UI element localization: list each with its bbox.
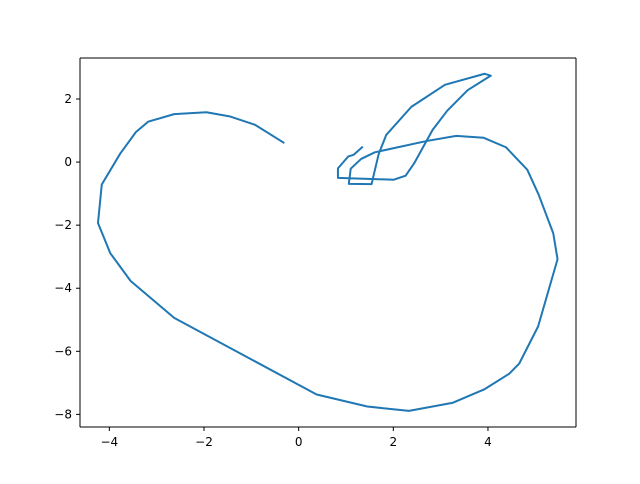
axes-layer: −4 −2 0 2 4 −8 −6 −4 −2 0 2 bbox=[54, 57, 577, 449]
y-tick-label: −4 bbox=[54, 281, 72, 295]
x-tick-label: −4 bbox=[100, 435, 118, 449]
y-tick-label: −2 bbox=[54, 218, 72, 232]
series-line-0 bbox=[96, 72, 559, 412]
y-tick-label: 0 bbox=[64, 155, 72, 169]
plot-area bbox=[80, 58, 576, 427]
x-tick-label: 0 bbox=[295, 435, 303, 449]
plot-background bbox=[80, 58, 576, 427]
series-layer bbox=[96, 72, 559, 412]
y-tick-label: 2 bbox=[64, 92, 72, 106]
x-tick-label: 4 bbox=[484, 435, 492, 449]
x-tick-label: 2 bbox=[389, 435, 397, 449]
y-tick-label: −6 bbox=[54, 344, 72, 358]
x-tick-label: −2 bbox=[195, 435, 213, 449]
y-tick-label: −8 bbox=[54, 407, 72, 421]
